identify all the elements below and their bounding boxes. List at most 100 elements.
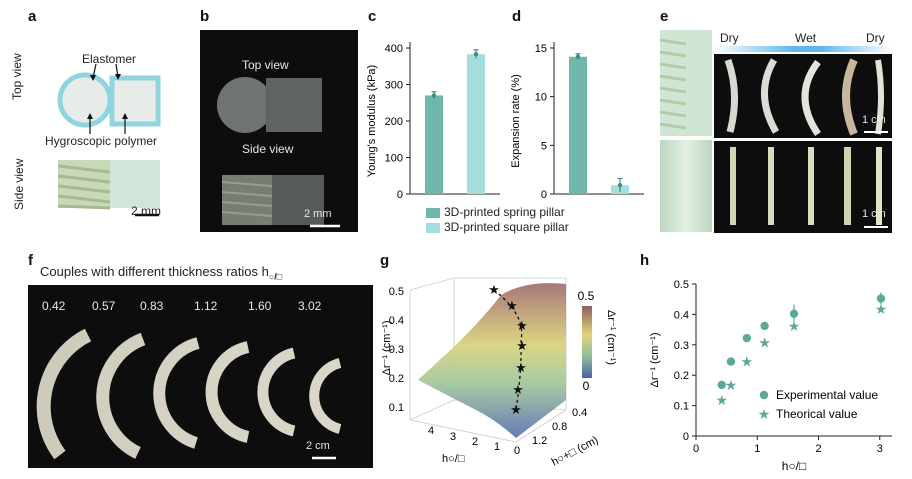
arrow-head xyxy=(122,113,128,119)
y-tick-label: 0 xyxy=(541,189,547,201)
circle-cross-section xyxy=(57,72,113,128)
square-cross-section xyxy=(109,75,161,127)
panel-e-square-render xyxy=(660,140,712,232)
panel-letter-b: b xyxy=(200,8,210,25)
square-side-view xyxy=(110,160,160,208)
label-wet: Wet xyxy=(795,31,817,45)
colorbar-tick-bottom: 0 xyxy=(583,379,590,393)
arrow-head xyxy=(115,74,121,80)
exp-point-2 xyxy=(742,333,752,343)
scale-label-b: 2 mm xyxy=(304,208,332,220)
panel-a-schematic xyxy=(57,63,161,217)
z-tick: 0.1 xyxy=(389,402,404,414)
legend-marker-theory: ★ xyxy=(758,406,771,422)
y-tick-label: 200 xyxy=(385,116,403,128)
trajectory-star-6: ★ xyxy=(510,402,522,417)
x-axis-label: h○/□ xyxy=(442,453,465,465)
label-side-view: Side view xyxy=(12,158,26,210)
sample-square xyxy=(266,78,322,132)
label-dry-2: Dry xyxy=(866,31,885,45)
photo-label-side-view: Side view xyxy=(242,142,294,156)
legend-label-square: 3D-printed square pillar xyxy=(444,220,569,234)
panel-e-spring-render xyxy=(660,30,712,136)
chart-h-scatter: 00.10.20.30.40.50 1 2 3h○/□Δr⁻¹ (cm⁻¹)★★★★★… xyxy=(649,279,892,473)
legend-swatch-square xyxy=(426,223,440,233)
legend-label-theory: Theorical value xyxy=(776,407,858,421)
y-tick-label: 100 xyxy=(385,153,403,165)
scale-label-e-top: 1 cm xyxy=(862,114,886,126)
trajectory-star-3: ★ xyxy=(516,338,528,353)
ratio-4: 1.60 xyxy=(248,299,272,313)
panel-f-title: Couples with different thickness ratios … xyxy=(40,264,282,282)
surface xyxy=(418,283,566,438)
bar-1 xyxy=(467,54,485,194)
z-axis-label: Δr⁻¹ (cm⁻¹) xyxy=(381,321,393,376)
panel-b-photo: Top view Side view 2 mm xyxy=(200,30,358,232)
y-axis-label: Δr⁻¹ (cm⁻¹) xyxy=(649,333,661,388)
x-tick: 2 xyxy=(472,436,478,448)
chart-d-expansion-rate: 0 5 10 15 Expansion rate (%) xyxy=(510,42,644,201)
panel-letter-h: h xyxy=(640,252,650,269)
x-tick: 0 xyxy=(514,445,520,457)
z-tick: 0.3 xyxy=(389,344,404,356)
y-tick-label: 10 xyxy=(535,92,547,104)
theory-point-2: ★ xyxy=(741,354,754,370)
photo-label-top-view: Top view xyxy=(242,58,289,72)
panel-e-photo-bottom: 1 cm xyxy=(714,141,892,233)
data-point-0 xyxy=(431,93,437,98)
y-tick: 0.8 xyxy=(552,421,567,433)
theory-point-0: ★ xyxy=(715,392,728,408)
data-point-1 xyxy=(617,183,623,188)
straight-samples-bottom xyxy=(730,147,888,228)
trajectory-star-1: ★ xyxy=(506,298,518,313)
trajectory-stars: ★ ★ ★ ★ ★ ★ ★ xyxy=(488,282,528,417)
colorbar xyxy=(582,306,592,378)
arc-samples xyxy=(36,328,342,460)
data-point-0 xyxy=(575,54,581,59)
y-axis-label: h○+□ (cm) xyxy=(550,434,601,468)
data-point-1 xyxy=(473,52,479,57)
arrow-head xyxy=(87,113,93,119)
trajectory-star-2: ★ xyxy=(516,318,528,333)
arrow-head xyxy=(90,75,96,81)
wet-gradient-bar xyxy=(714,46,892,52)
exp-point-1 xyxy=(726,357,736,366)
y-tick-label: 0.3 xyxy=(674,340,689,352)
legend-label-experimental: Experimental value xyxy=(776,388,878,402)
label-hygroscopic-polymer: Hygroscopic polymer xyxy=(45,134,158,148)
y-tick-label: 0.2 xyxy=(674,370,689,382)
scale-label-f: 2 cm xyxy=(306,440,330,452)
x-axis-label: h○/□ xyxy=(782,459,807,473)
panel-letter-d: d xyxy=(512,8,522,25)
y-axis-label: Expansion rate (%) xyxy=(510,74,522,168)
panel-b-sample-drawing xyxy=(217,77,340,228)
ratio-1: 0.57 xyxy=(92,299,116,313)
scale-label-e-bottom: 1 cm xyxy=(862,208,886,220)
legend-marker-experimental xyxy=(759,390,769,400)
y-tick-label: 15 xyxy=(535,43,547,55)
exp-point-3 xyxy=(760,321,769,331)
panel-letter-a: a xyxy=(28,8,37,25)
ratio-5: 3.02 xyxy=(298,299,322,313)
trajectory-star-0: ★ xyxy=(488,282,500,297)
x-tick: 1 xyxy=(494,441,500,453)
y-axis-label: Young's modulus (kPa) xyxy=(366,65,378,177)
spring-render-drawing xyxy=(660,38,687,130)
y-tick-label: 0.5 xyxy=(674,279,689,291)
y-tick: 1.2 xyxy=(532,435,547,447)
z-tick: 0.4 xyxy=(389,315,404,327)
theory-point-3: ★ xyxy=(758,334,771,350)
panel-e-photo-top: 1 cm xyxy=(714,54,892,138)
y-tick-label: 0 xyxy=(683,431,689,443)
bar-0 xyxy=(569,56,587,194)
y-tick-label: 0.1 xyxy=(674,401,689,413)
theory-point-5: ★ xyxy=(875,301,888,317)
trajectory-star-5: ★ xyxy=(512,382,524,397)
panel-f-title-text: Couples with different thickness ratios … xyxy=(40,264,269,279)
y-tick-label: 400 xyxy=(385,43,403,55)
panel-letter-c: c xyxy=(368,8,377,25)
colorbar-label: Δr⁻¹ (cm⁻¹) xyxy=(605,310,617,365)
z-tick: 0.2 xyxy=(389,373,404,385)
panel-letter-f: f xyxy=(28,252,33,269)
x-tick-label: 2 xyxy=(815,443,821,455)
